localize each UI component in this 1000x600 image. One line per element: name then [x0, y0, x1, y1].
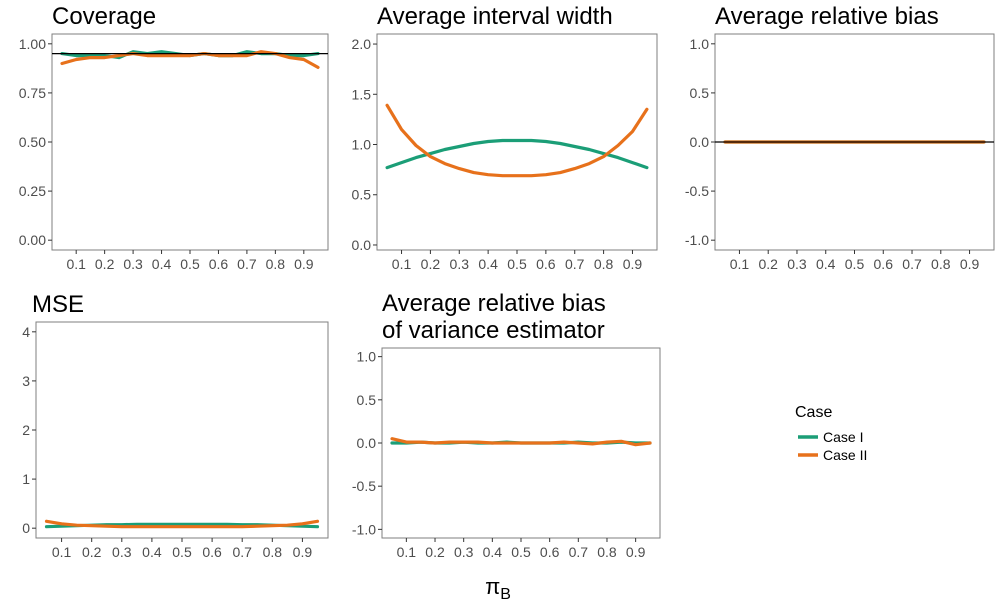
- y-tick-label: 0.5: [690, 85, 710, 101]
- y-tick-label: 1.00: [19, 36, 46, 52]
- x-tick-label: 0.1: [397, 544, 417, 560]
- legend: Case Case I Case II: [795, 404, 867, 463]
- x-tick-label: 0.3: [450, 256, 470, 272]
- x-tick-label: 0.1: [66, 256, 86, 272]
- panel-title: Coverage: [52, 3, 156, 30]
- panel-title: MSE: [32, 291, 84, 318]
- chart-panel-1: Coverage 0.00 0.25 0.50 0.75 1.00 0.1 0.2 0.3 0.4…: [19, 3, 329, 272]
- chart-panel-4: MSE 0 1 2 3 4 0.1 0.2 0.3 0.4 0.5 0.6 0.7 0.8 0.9: [22, 291, 329, 560]
- y-tick-label: 0.75: [19, 85, 46, 101]
- y-tick-label: 2: [22, 422, 30, 438]
- x-tick-label: 0.5: [511, 544, 531, 560]
- panel-title: of variance estimator: [382, 317, 605, 344]
- chart-panel-2: Average interval width 0.0 0.5 1.0 1.5 2.0 0.1…: [352, 3, 658, 272]
- y-tick-label: 3: [22, 373, 30, 389]
- y-tick-label: 4: [22, 324, 30, 340]
- x-tick-label: 0.4: [152, 256, 172, 272]
- x-tick-label: 0.7: [569, 544, 589, 560]
- series-line-case-ii: [385, 103, 649, 178]
- x-tick-label: 0.6: [202, 544, 222, 560]
- y-tick-label: 0.0: [690, 134, 710, 150]
- y-tick-label: 1.0: [357, 349, 377, 365]
- x-tick-label: 0.3: [787, 256, 807, 272]
- legend-label-case-i: Case I: [823, 429, 863, 445]
- x-tick-label: 0.9: [623, 256, 643, 272]
- x-tick-label: 0.5: [180, 256, 200, 272]
- y-tick-label: 1.0: [690, 36, 710, 52]
- x-tick-label: 0.8: [594, 256, 614, 272]
- y-tick-label: 1: [22, 471, 30, 487]
- x-tick-label: 0.8: [263, 544, 283, 560]
- panel-border: [35, 321, 329, 539]
- x-tick-label: 0.7: [565, 256, 585, 272]
- x-tick-label: 0.4: [483, 544, 503, 560]
- series-line-case-ii: [390, 437, 652, 447]
- x-tick-label: 0.4: [478, 256, 498, 272]
- legend-title: Case: [795, 404, 832, 421]
- panel-title: Average relative bias: [715, 3, 939, 30]
- x-tick-label: 0.2: [425, 544, 445, 560]
- series-line-case-i: [385, 138, 649, 170]
- y-tick-label: 0.00: [19, 232, 46, 248]
- x-tick-label: 0.7: [237, 256, 257, 272]
- y-tick-label: -0.5: [352, 478, 376, 494]
- x-tick-label: 0.1: [730, 256, 750, 272]
- x-tick-label: 0.7: [232, 544, 252, 560]
- y-tick-label: 0.5: [357, 392, 377, 408]
- x-tick-label: 0.2: [82, 544, 102, 560]
- x-tick-label: 0.6: [209, 256, 229, 272]
- x-tick-label: 0.6: [540, 544, 560, 560]
- x-tick-label: 0.9: [294, 256, 314, 272]
- y-tick-label: -1.0: [352, 521, 376, 537]
- x-tick-label: 0.3: [112, 544, 132, 560]
- panel-title: Average relative bias: [382, 290, 606, 317]
- x-tick-label: 0.3: [454, 544, 474, 560]
- y-tick-label: -0.5: [685, 183, 709, 199]
- x-tick-label: 0.5: [172, 544, 192, 560]
- y-tick-label: 0.0: [357, 435, 377, 451]
- x-tick-label: 0.5: [845, 256, 865, 272]
- x-tick-label: 0.8: [931, 256, 951, 272]
- x-tick-label: 0.4: [816, 256, 836, 272]
- x-axis-label-subscript: B: [500, 586, 511, 600]
- panel-border: [51, 33, 329, 251]
- y-tick-label: 0.25: [19, 183, 46, 199]
- y-tick-label: 1.5: [352, 86, 372, 102]
- x-tick-label: 0.5: [507, 256, 527, 272]
- y-tick-label: -1.0: [685, 232, 709, 248]
- y-tick-label: 0: [22, 520, 30, 536]
- x-axis-label: πB: [485, 574, 511, 600]
- x-tick-label: 0.4: [142, 544, 162, 560]
- legend-label-case-ii: Case II: [823, 447, 867, 463]
- y-tick-label: 2.0: [352, 36, 372, 52]
- x-tick-label: 0.1: [392, 256, 412, 272]
- x-tick-label: 0.2: [95, 256, 115, 272]
- x-tick-label: 0.8: [597, 544, 617, 560]
- y-tick-label: 1.0: [352, 137, 372, 153]
- y-tick-label: 0.0: [352, 237, 372, 253]
- x-axis-label-main: π: [485, 574, 500, 599]
- x-tick-label: 0.6: [536, 256, 556, 272]
- x-tick-label: 0.9: [626, 544, 646, 560]
- x-tick-label: 0.7: [902, 256, 922, 272]
- y-tick-label: 0.50: [19, 134, 46, 150]
- x-tick-label: 0.9: [293, 544, 313, 560]
- x-tick-label: 0.2: [758, 256, 778, 272]
- x-tick-label: 0.2: [421, 256, 441, 272]
- y-tick-label: 0.5: [352, 187, 372, 203]
- x-tick-label: 0.8: [266, 256, 286, 272]
- panel-title: Average interval width: [377, 3, 613, 30]
- x-tick-label: 0.6: [874, 256, 894, 272]
- x-tick-label: 0.1: [52, 544, 72, 560]
- series-line-case-ii: [44, 519, 320, 529]
- x-tick-label: 0.3: [123, 256, 143, 272]
- x-tick-label: 0.9: [960, 256, 980, 272]
- chart-panel-3: Average relative bias -1.0 -0.5 0.0 0.5 1.0 0.…: [685, 3, 995, 272]
